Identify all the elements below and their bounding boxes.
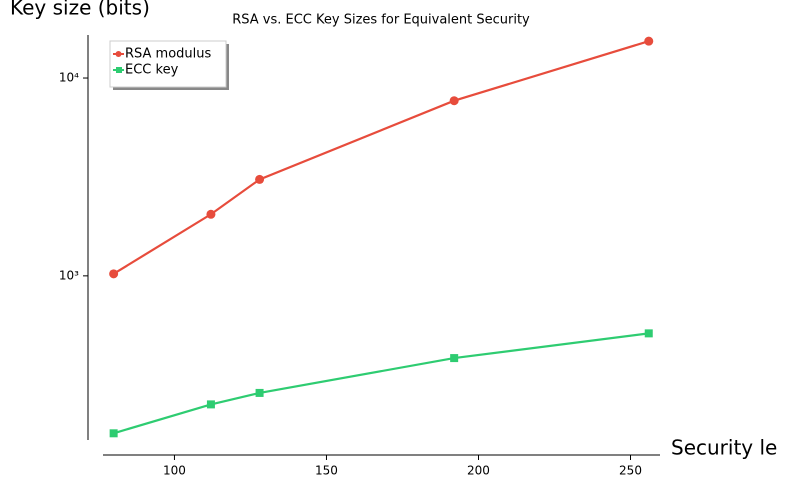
x-tick-label: 150	[315, 464, 338, 478]
data-point	[109, 429, 118, 438]
data-point	[255, 388, 264, 397]
data-point	[206, 209, 216, 219]
data-point	[109, 269, 119, 279]
y-tick-label: 10⁴	[59, 71, 79, 85]
y-axis-label: Key size (bits)	[10, 0, 150, 20]
x-axis-label: Security le	[671, 436, 777, 460]
data-point	[255, 174, 265, 184]
legend-marker	[116, 67, 122, 73]
data-point	[644, 36, 654, 46]
y-tick-label: 10³	[59, 268, 79, 282]
legend-label: ECC key	[125, 63, 179, 78]
legend-box	[109, 40, 227, 88]
series-line	[113, 332, 649, 435]
data-point	[206, 400, 215, 409]
x-tick-label: 200	[467, 464, 490, 478]
legend-label: RSA modulus	[125, 47, 212, 62]
data-point	[450, 354, 459, 363]
data-point	[449, 96, 459, 106]
x-tick-label: 250	[619, 464, 642, 478]
legend-marker	[115, 51, 122, 57]
chart-title: RSA vs. ECC Key Sizes for Equivalent Sec…	[232, 13, 530, 28]
x-tick-label: 100	[163, 464, 186, 478]
data-point	[644, 329, 653, 338]
